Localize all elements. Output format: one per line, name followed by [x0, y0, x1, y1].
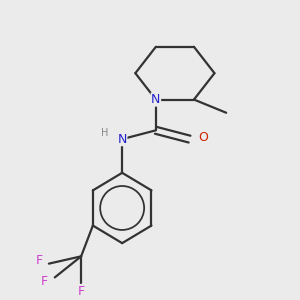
Text: N: N [151, 93, 160, 106]
Text: F: F [36, 254, 43, 267]
Text: O: O [199, 131, 208, 144]
Text: N: N [118, 133, 127, 146]
Text: F: F [78, 285, 85, 298]
Text: H: H [101, 128, 109, 138]
Text: F: F [41, 275, 48, 288]
